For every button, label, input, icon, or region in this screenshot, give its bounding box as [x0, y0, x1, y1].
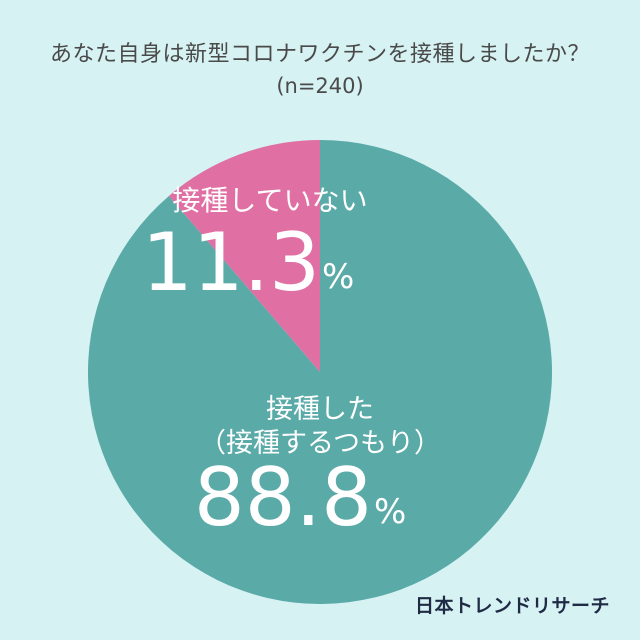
slice-unit-not-vaccinated: % [322, 257, 354, 297]
brand-logo: 日本トレンドリサーチ [414, 595, 610, 617]
slice-unit-vaccinated: % [374, 492, 406, 532]
slice-value-vaccinated: 88.8 [194, 451, 372, 544]
slice-label-vaccinated-line2: （接種するつもり） [199, 428, 441, 459]
pie-slice-not-vaccinated [168, 140, 320, 372]
pie-slice-vaccinated [87, 140, 552, 604]
chart-subtitle: (n=240) [276, 74, 364, 98]
slice-label-not-vaccinated: 接種していない [172, 184, 367, 217]
slice-value-not-vaccinated: 11.3 [142, 216, 320, 309]
slice-label-vaccinated-line1: 接種した [266, 394, 374, 425]
chart-title: あなた自身は新型コロナワクチンを接種しましたか？ [49, 42, 590, 67]
